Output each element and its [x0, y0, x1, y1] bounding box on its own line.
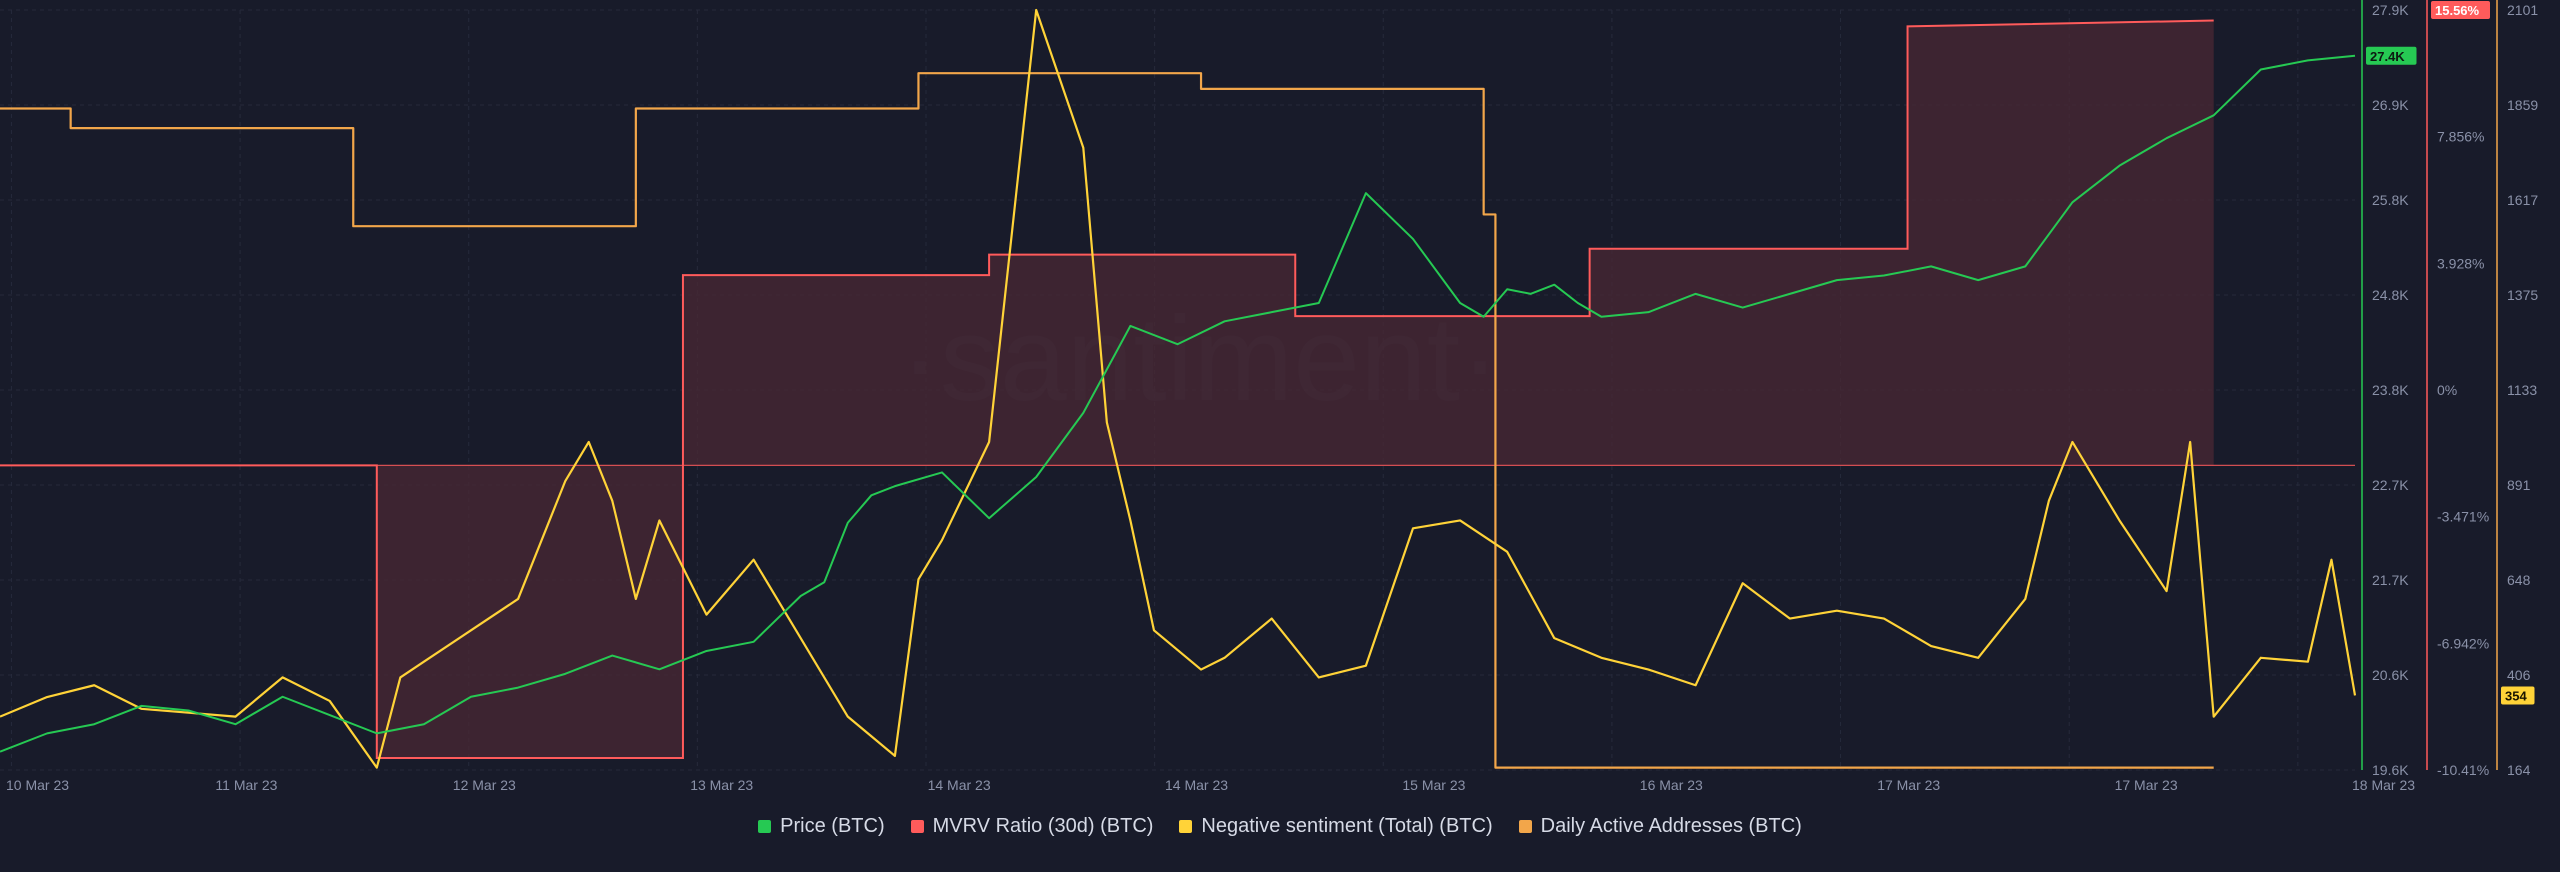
legend-item-mvrv[interactable]: MVRV Ratio (30d) (BTC) — [910, 815, 1154, 838]
x-tick-label: 15 Mar 23 — [1402, 777, 1465, 793]
price-axis-tick: 24.8K — [2372, 287, 2409, 303]
legend-swatch-daily-active-addresses — [1518, 820, 1532, 833]
x-tick-label: 17 Mar 23 — [1877, 777, 1940, 793]
legend-label-negative-sentiment: Negative sentiment (Total) (BTC) — [1201, 815, 1493, 837]
negative-sentiment-line — [0, 8, 2357, 769]
mvrv-axis-current-badge — [2431, 1, 2490, 19]
mvrv-area — [0, 20, 2214, 759]
axes: 27.9K 26.9K 25.8K 24.8K 23.8K 22.7K 21.7K 20.6K… — [2361, 0, 2538, 778]
x-tick-label: 12 Mar 23 — [453, 777, 516, 793]
x-tick-label: 11 Mar 23 — [215, 777, 277, 793]
legend-item-negative-sentiment[interactable]: Negative sentiment (Total) (BTC) — [1179, 815, 1493, 838]
daa-axis-current-label: 354 — [2505, 688, 2527, 703]
x-tick-label: 13 Mar 23 — [690, 777, 753, 793]
price-axis-tick: 25.8K — [2372, 192, 2409, 208]
daa-axis-tick: 1375 — [2507, 287, 2538, 303]
x-tick-label: 10 Mar 23 — [6, 777, 69, 793]
legend-label-price: Price (BTC) — [780, 815, 885, 837]
price-axis-tick: 19.6K — [2372, 762, 2409, 778]
daily-active-addresses-line — [0, 72, 2214, 769]
price-axis-tick: 22.7K — [2372, 477, 2409, 493]
price-line — [0, 54, 2356, 753]
price-axis-tick: 26.9K — [2372, 97, 2409, 113]
mvrv-series — [0, 19, 2355, 760]
legend-label-daily-active-addresses: Daily Active Addresses (BTC) — [1540, 815, 1802, 837]
mvrv-axis-tick: -10.41% — [2437, 762, 2489, 778]
x-axis-ticks: 10 Mar 23 11 Mar 23 12 Mar 23 13 Mar 23 14 M… — [6, 777, 2415, 793]
price-axis-tick: 23.8K — [2372, 382, 2409, 398]
daa-axis-tick: 164 — [2507, 762, 2531, 778]
legend: Price (BTC) MVRV Ratio (30d) (BTC) Negat… — [0, 815, 2560, 838]
daa-axis-tick: 1617 — [2507, 192, 2538, 208]
legend-label-mvrv: MVRV Ratio (30d) (BTC) — [932, 815, 1154, 837]
negative-sentiment-series — [0, 8, 2357, 769]
daa-axis-tick: 648 — [2507, 572, 2531, 588]
price-axis-tick: 27.9K — [2372, 2, 2409, 18]
mvrv-axis-current-label: 15.56% — [2435, 3, 2480, 18]
daa-axis-tick: 1859 — [2507, 97, 2538, 113]
daa-axis-tick: 2101 — [2507, 2, 2538, 18]
legend-swatch-negative-sentiment — [1179, 820, 1193, 833]
price-series — [0, 54, 2356, 753]
mvrv-axis-tick: -3.471% — [2437, 509, 2489, 525]
daa-axis-tick: 891 — [2507, 477, 2531, 493]
price-axis-tick: 21.7K — [2372, 572, 2409, 588]
legend-item-price[interactable]: Price (BTC) — [758, 815, 885, 838]
x-tick-label: 17 Mar 23 — [2115, 777, 2178, 793]
daa-axis-tick: 1133 — [2507, 382, 2537, 398]
mvrv-line — [0, 19, 2214, 760]
x-tick-label: 14 Mar 23 — [1165, 777, 1228, 793]
legend-swatch-price — [758, 820, 772, 833]
x-tick-label: 18 Mar 23 — [2352, 777, 2415, 793]
x-tick-label: 14 Mar 23 — [928, 777, 991, 793]
mvrv-axis-tick: -6.942% — [2437, 635, 2489, 651]
x-tick-label: 16 Mar 23 — [1640, 777, 1703, 793]
daily-active-addresses-series — [0, 72, 2214, 769]
daa-axis-current-badge — [2501, 686, 2535, 705]
mvrv-axis-tick: 0% — [2437, 382, 2457, 398]
price-axis-current-badge — [2366, 46, 2417, 65]
price-axis-current-label: 27.4K — [2370, 49, 2405, 64]
mvrv-axis-tick: 7.856% — [2437, 129, 2484, 145]
daa-axis-tick: 406 — [2507, 667, 2531, 683]
legend-item-daily-active-addresses[interactable]: Daily Active Addresses (BTC) — [1518, 815, 1802, 838]
legend-swatch-mvrv — [910, 820, 924, 833]
price-axis-tick: 20.6K — [2372, 667, 2409, 683]
mvrv-axis-tick: 3.928% — [2437, 255, 2484, 271]
